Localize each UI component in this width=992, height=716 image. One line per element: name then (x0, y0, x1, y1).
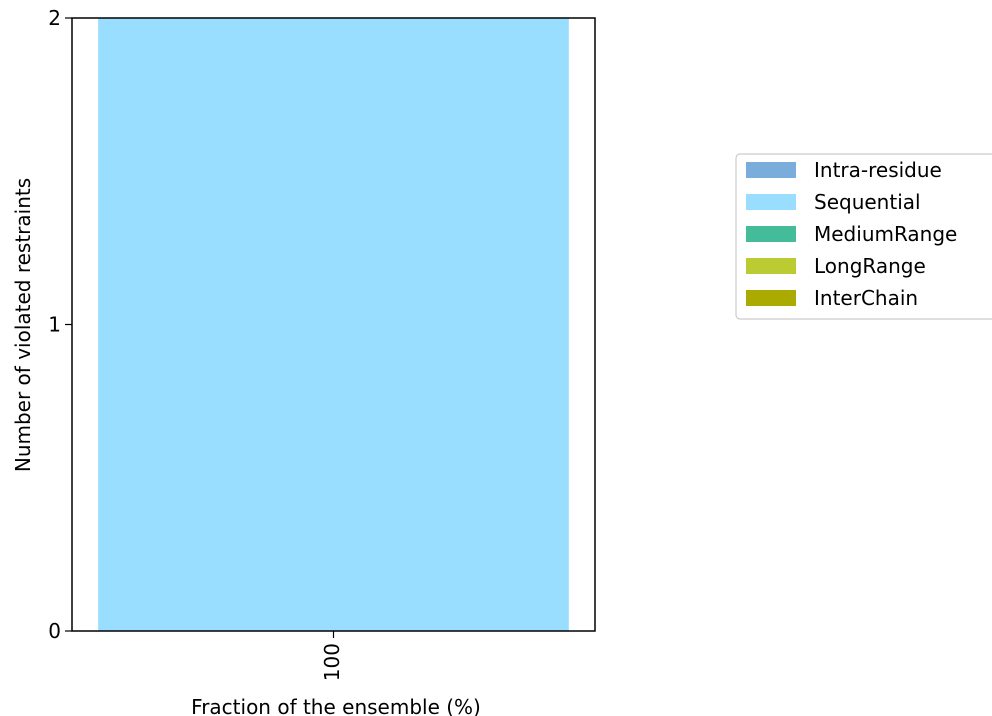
y-tick-label: 2 (48, 6, 61, 30)
x-tick-label: 100 (320, 643, 344, 681)
legend-label: Sequential (814, 190, 921, 214)
plot-frame (71, 17, 596, 632)
legend: Intra-residue Sequential MediumRange LongRa… (735, 153, 992, 320)
x-axis-ticks: 100 (320, 631, 344, 681)
y-axis-ticks: 0 1 2 (48, 6, 72, 643)
legend-swatch (746, 258, 796, 274)
legend-swatch (746, 194, 796, 210)
plot-area (98, 18, 569, 631)
legend-label: InterChain (814, 286, 918, 310)
legend-label: LongRange (814, 254, 926, 278)
legend-swatch (746, 290, 796, 306)
legend-frame (735, 153, 992, 320)
legend-label: Intra-residue (814, 158, 942, 182)
y-tick-label: 0 (48, 619, 61, 643)
bar-sequential-0 (98, 18, 569, 631)
x-axis-label: Fraction of the ensemble (%) (191, 695, 481, 716)
legend-swatch (746, 226, 796, 242)
legend-label: MediumRange (814, 222, 957, 246)
y-tick-label: 1 (48, 313, 61, 337)
legend-swatch (746, 162, 796, 178)
y-axis-label: Number of violated restraints (11, 178, 35, 472)
